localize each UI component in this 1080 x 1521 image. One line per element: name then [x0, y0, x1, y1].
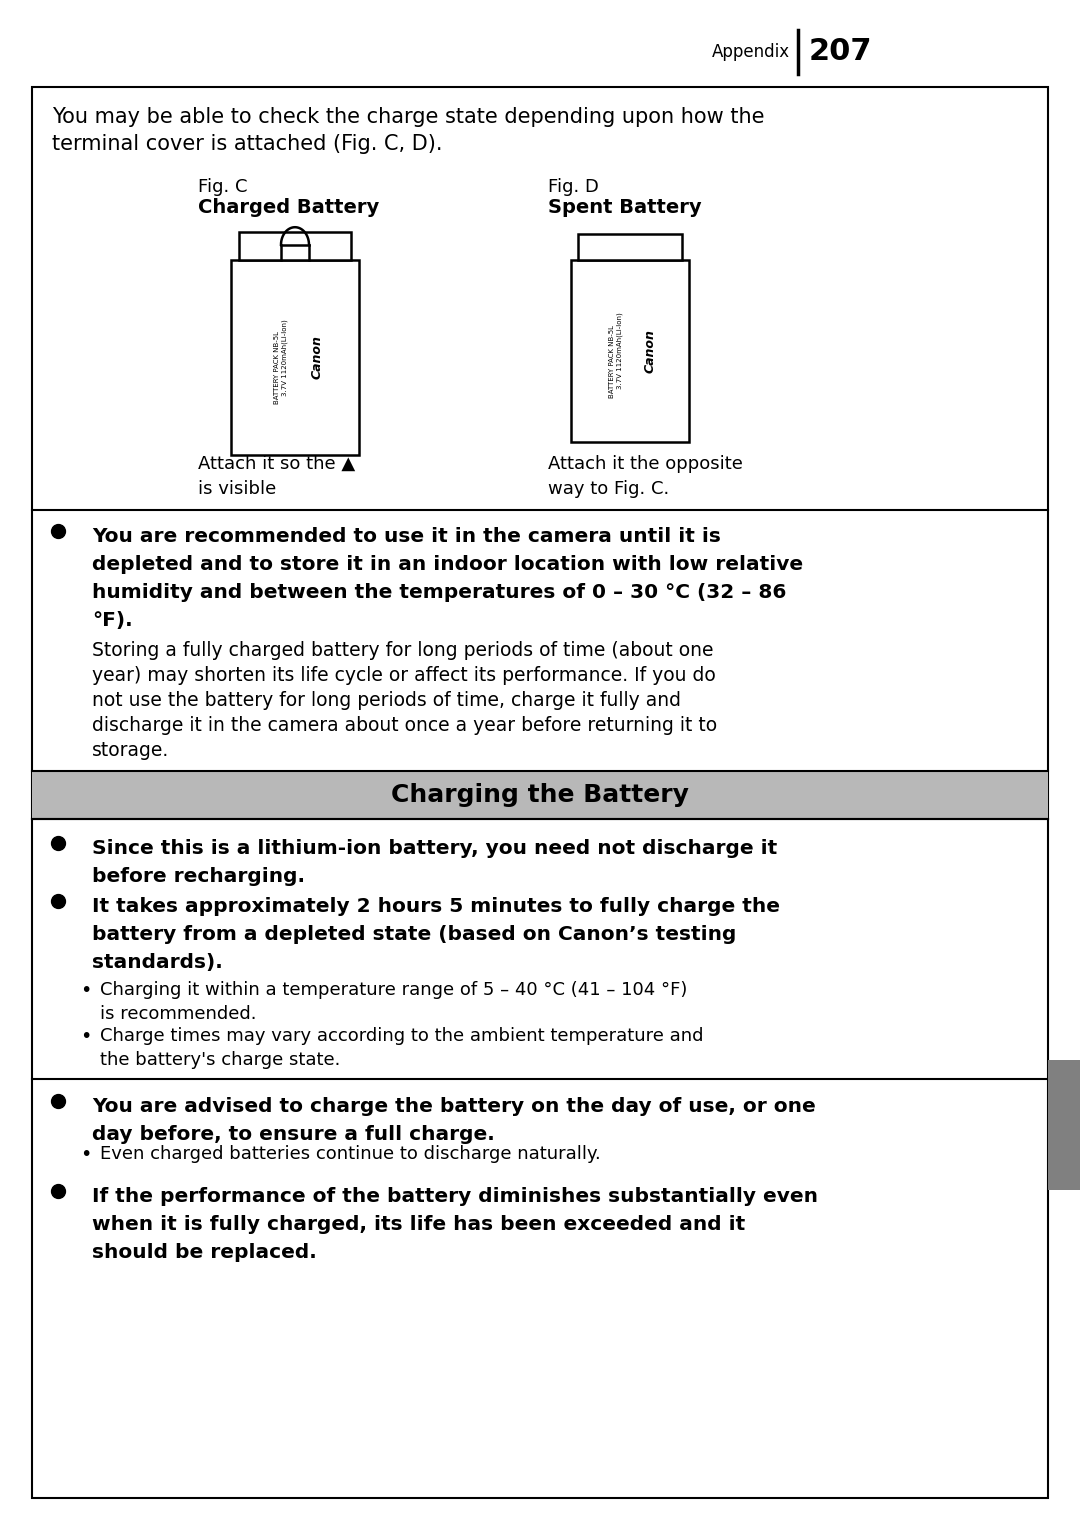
Text: •: • [80, 1027, 92, 1046]
Text: Spent Battery: Spent Battery [548, 198, 702, 218]
Text: •: • [80, 1145, 92, 1164]
Text: storage.: storage. [92, 741, 170, 760]
Text: Since this is a lithium-ion battery, you need not discharge it: Since this is a lithium-ion battery, you… [92, 840, 778, 858]
Text: battery from a depleted state (based on Canon’s testing: battery from a depleted state (based on … [92, 925, 737, 945]
Text: humidity and between the temperatures of 0 – 30 °C (32 – 86: humidity and between the temperatures of… [92, 583, 786, 602]
Text: Fig. C: Fig. C [198, 178, 247, 196]
Text: year) may shorten its life cycle or affect its performance. If you do: year) may shorten its life cycle or affe… [92, 666, 716, 684]
Text: is visible: is visible [198, 481, 276, 497]
Text: If the performance of the battery diminishes substantially even: If the performance of the battery dimini… [92, 1186, 818, 1206]
Text: 3.7V 1120mAh(Li-Ion): 3.7V 1120mAh(Li-Ion) [617, 313, 623, 389]
Text: •: • [80, 981, 92, 999]
Text: Canon: Canon [311, 336, 324, 379]
Bar [1048, 1060, 1080, 1189]
Text: Even charged batteries continue to discharge naturally.: Even charged batteries continue to disch… [100, 1145, 600, 1164]
Text: before recharging.: before recharging. [92, 867, 305, 887]
Text: Attach it the opposite: Attach it the opposite [548, 455, 743, 473]
Bar [571, 260, 689, 443]
Text: BATTERY PACK NB-5L: BATTERY PACK NB-5L [274, 332, 280, 405]
Text: discharge it in the camera about once a year before returning it to: discharge it in the camera about once a … [92, 716, 717, 735]
Text: Charged Battery: Charged Battery [198, 198, 379, 218]
Bar [578, 234, 681, 260]
Bar [239, 233, 351, 260]
Text: Attach it so the ▲: Attach it so the ▲ [198, 455, 355, 473]
Text: Appendix: Appendix [712, 43, 789, 61]
Text: way to Fig. C.: way to Fig. C. [548, 481, 670, 497]
Text: the battery's charge state.: the battery's charge state. [100, 1051, 340, 1069]
Text: is recommended.: is recommended. [100, 1005, 257, 1024]
Text: Canon: Canon [644, 329, 657, 373]
Text: terminal cover is attached (Fig. C, D).: terminal cover is attached (Fig. C, D). [52, 134, 443, 154]
Bar [32, 771, 1048, 818]
Text: should be replaced.: should be replaced. [92, 1243, 316, 1262]
Text: BATTERY PACK NB-5L: BATTERY PACK NB-5L [609, 324, 615, 397]
Text: when it is fully charged, its life has been exceeded and it: when it is fully charged, its life has b… [92, 1215, 745, 1234]
Text: Charging it within a temperature range of 5 – 40 °C (41 – 104 °F): Charging it within a temperature range o… [100, 981, 687, 999]
Text: You may be able to check the charge state depending upon how the: You may be able to check the charge stat… [52, 106, 765, 126]
Text: Storing a fully charged battery for long periods of time (about one: Storing a fully charged battery for long… [92, 640, 714, 660]
Text: depleted and to store it in an indoor location with low relative: depleted and to store it in an indoor lo… [92, 555, 804, 573]
Text: You are advised to charge the battery on the day of use, or one: You are advised to charge the battery on… [92, 1097, 815, 1116]
Text: It takes approximately 2 hours 5 minutes to fully charge the: It takes approximately 2 hours 5 minutes… [92, 897, 780, 916]
Text: 3.7V 1120mAh(Li-Ion): 3.7V 1120mAh(Li-Ion) [282, 319, 288, 395]
Text: Charging the Battery: Charging the Battery [391, 783, 689, 808]
Bar [231, 260, 359, 455]
Text: not use the battery for long periods of time, charge it fully and: not use the battery for long periods of … [92, 691, 681, 710]
Text: °F).: °F). [92, 611, 133, 630]
Text: Fig. D: Fig. D [548, 178, 599, 196]
Text: standards).: standards). [92, 954, 222, 972]
Text: Charge times may vary according to the ambient temperature and: Charge times may vary according to the a… [100, 1027, 703, 1045]
Text: 207: 207 [808, 38, 872, 67]
Text: day before, to ensure a full charge.: day before, to ensure a full charge. [92, 1126, 495, 1144]
Text: You are recommended to use it in the camera until it is: You are recommended to use it in the cam… [92, 526, 720, 546]
